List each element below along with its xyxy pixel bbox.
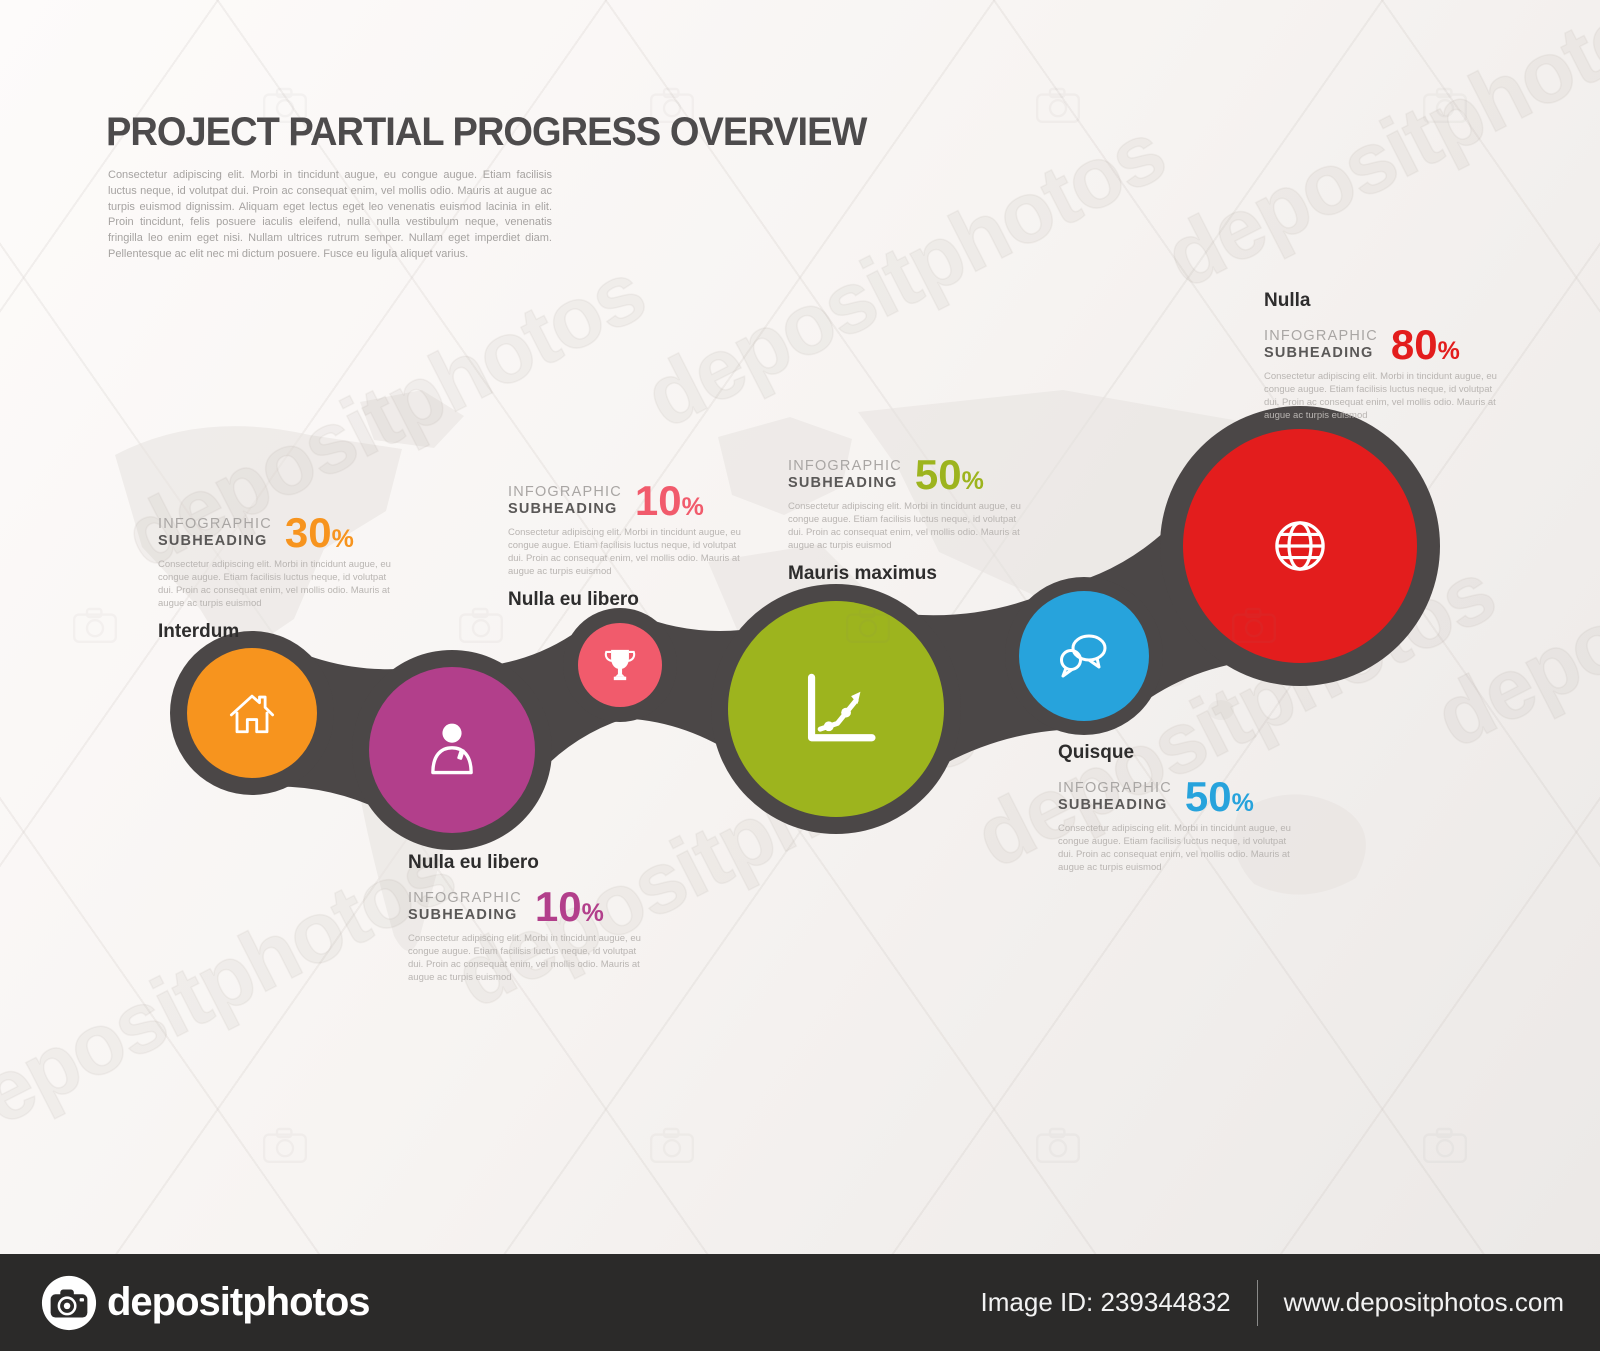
milestone-name: Nulla eu libero <box>508 589 639 611</box>
milestone-bubble-quisque <box>1019 591 1149 721</box>
subheading-line1: INFOGRAPHIC <box>158 516 272 533</box>
subheading-line1: INFOGRAPHIC <box>408 890 522 907</box>
milestone-body: Consectetur adipiscing elit. Morbi in ti… <box>788 500 1021 551</box>
subheading: INFOGRAPHIC SUBHEADING <box>508 484 622 517</box>
image-id-label: Image ID: 239344832 <box>980 1287 1231 1317</box>
trophy-icon <box>604 649 636 681</box>
milestone-bubble-nulla-eu-libero <box>369 667 535 833</box>
milestone-name: Interdum <box>158 621 240 643</box>
footer-info: Image ID: 239344832 www.depositphotos.co… <box>981 1254 1564 1351</box>
camera-logo-icon <box>41 1275 97 1330</box>
subheading-line2: SUBHEADING <box>158 532 268 549</box>
milestone-body: Consectetur adipiscing elit. Morbi in ti… <box>408 932 641 983</box>
subheading-line1: INFOGRAPHIC <box>508 484 622 501</box>
milestone-text-block-quisque: Quisque INFOGRAPHIC SUBHEADING 50% Conse… <box>1058 742 1296 874</box>
subheading-line2: SUBHEADING <box>408 906 518 923</box>
milestone-body: Consectetur adipiscing elit. Morbi in ti… <box>1264 370 1497 421</box>
footer-divider <box>1256 1279 1258 1326</box>
brand-name: depositphotos <box>107 1280 371 1324</box>
milestone-text-block-nulla-eu-libero-2: INFOGRAPHIC SUBHEADING 10% Consectetur a… <box>508 477 746 611</box>
subheading-line1: INFOGRAPHIC <box>1264 328 1378 345</box>
milestone-body: Consectetur adipiscing elit. Morbi in ti… <box>158 558 391 609</box>
milestone-text-block-mauris-maximus: INFOGRAPHIC SUBHEADING 50% Consectetur a… <box>788 451 1026 585</box>
milestone-text-block-interdum: INFOGRAPHIC SUBHEADING 30% Consectetur a… <box>158 509 396 643</box>
milestone-name: Nulla eu libero <box>408 852 539 873</box>
person-icon <box>431 723 473 775</box>
milestone-percent: 10% <box>634 477 704 524</box>
subheading: INFOGRAPHIC SUBHEADING <box>408 890 522 923</box>
subheading-line1: INFOGRAPHIC <box>1058 780 1172 797</box>
subheading: INFOGRAPHIC SUBHEADING <box>1058 780 1172 813</box>
milestone-text-block-nulla-eu-libero: Nulla eu libero INFOGRAPHIC SUBHEADING 1… <box>408 852 646 984</box>
globe-icon <box>1275 521 1325 571</box>
milestone-bubble-nulla-eu-libero-2 <box>578 623 662 707</box>
website-label: www.depositphotos.com <box>1283 1287 1564 1317</box>
depositphotos-logo: depositphotos <box>40 1274 371 1332</box>
milestone-name: Nulla <box>1264 290 1311 311</box>
milestone-name: Quisque <box>1058 742 1135 763</box>
milestone-body: Consectetur adipiscing elit. Morbi in ti… <box>508 526 741 577</box>
line-chart-icon <box>807 673 876 742</box>
home-icon <box>229 694 275 734</box>
subheading-line2: SUBHEADING <box>788 474 898 491</box>
intro-paragraph: Consectetur adipiscing elit. Morbi in ti… <box>108 169 552 261</box>
milestone-body: Consectetur adipiscing elit. Morbi in ti… <box>1058 822 1291 873</box>
milestone-bubble-mauris-maximus <box>728 601 944 817</box>
milestone-percent: 10% <box>534 883 604 930</box>
subheading: INFOGRAPHIC SUBHEADING <box>1264 328 1378 361</box>
milestone-percent: 80% <box>1390 321 1460 368</box>
milestone-percent: 30% <box>284 509 354 556</box>
subheading-line2: SUBHEADING <box>1058 796 1168 813</box>
page-title: PROJECT PARTIAL PROGRESS OVERVIEW <box>106 110 867 154</box>
milestone-percent: 50% <box>914 451 984 498</box>
milestone-name: Mauris maximus <box>788 563 937 585</box>
watermark-footer-bar: depositphotos Image ID: 239344832 www.de… <box>0 1254 1600 1351</box>
subheading-line1: INFOGRAPHIC <box>788 458 902 475</box>
milestone-bubble-interdum <box>187 648 317 778</box>
subheading: INFOGRAPHIC SUBHEADING <box>158 516 272 549</box>
milestone-bubble-nulla <box>1183 429 1417 663</box>
milestone-text-block-nulla: Nulla INFOGRAPHIC SUBHEADING 80% Consect… <box>1264 290 1502 422</box>
milestone-percent: 50% <box>1184 773 1254 820</box>
subheading: INFOGRAPHIC SUBHEADING <box>788 458 902 491</box>
chat-bubbles-icon <box>1060 634 1107 678</box>
subheading-line2: SUBHEADING <box>1264 344 1374 361</box>
subheading-line2: SUBHEADING <box>508 500 618 517</box>
